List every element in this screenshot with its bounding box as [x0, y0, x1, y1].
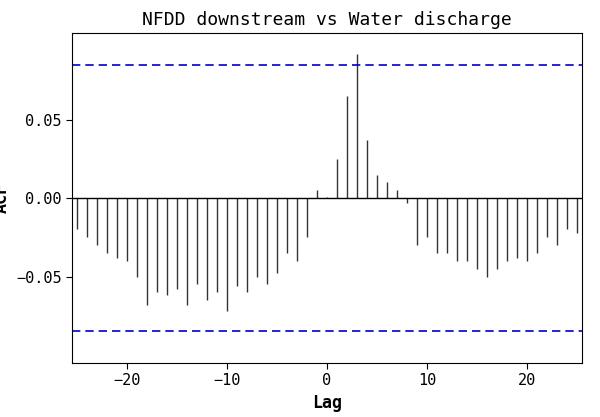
Y-axis label: ACF: ACF: [0, 183, 10, 213]
X-axis label: Lag: Lag: [312, 394, 342, 412]
Title: NFDD downstream vs Water discharge: NFDD downstream vs Water discharge: [142, 11, 512, 29]
